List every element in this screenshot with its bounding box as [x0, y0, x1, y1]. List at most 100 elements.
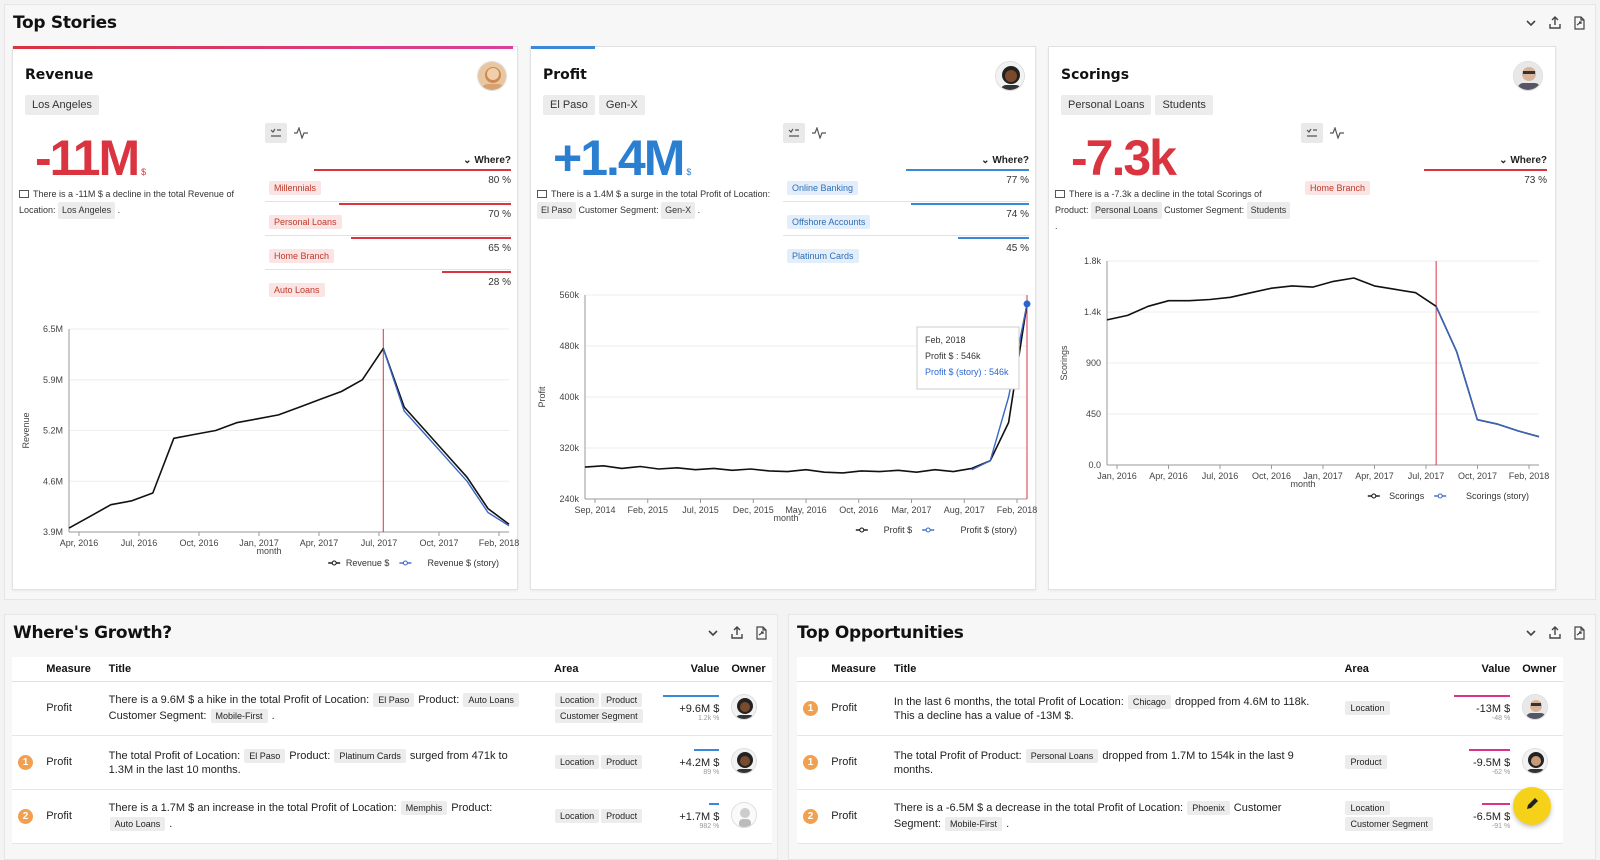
chevron-down-icon[interactable] [705, 625, 721, 641]
filter-chip[interactable]: Gen-X [598, 95, 645, 115]
y-tick-label: 240k [559, 494, 579, 504]
comment-icon [1055, 190, 1065, 198]
avatar[interactable] [1513, 61, 1543, 91]
avatar[interactable] [731, 693, 758, 720]
avatar[interactable] [477, 61, 507, 91]
where-row[interactable]: Millennials 80 % [265, 169, 511, 202]
pulse-icon[interactable] [293, 125, 309, 141]
where-bar [1424, 169, 1547, 171]
filter-chip[interactable]: Los Angeles [25, 95, 99, 115]
value-sub: -48 % [1491, 714, 1511, 722]
y-tick-label: 0.0 [1088, 460, 1101, 470]
column-header[interactable]: Title [102, 657, 549, 682]
column-header[interactable]: Measure [40, 657, 103, 682]
x-tick-label: Jan, 2017 [1303, 471, 1343, 481]
title-cell: The total Profit of Location: El Paso Pr… [102, 735, 549, 790]
x-tick-label: Oct, 2016 [1252, 471, 1291, 481]
where-row[interactable]: Offshore Accounts 74 % [783, 203, 1029, 236]
scorings-chart[interactable]: 0.0 450 900 1.4k 1.8k Jan, 2016 Apr, 2016 Jul, … [1049, 251, 1557, 551]
list-view-icon[interactable] [1301, 123, 1323, 143]
where-bar [442, 271, 511, 273]
area-chip: Product [601, 755, 643, 769]
table-row[interactable]: 1 Profit The total Profit of Location: E… [12, 735, 772, 790]
where-row[interactable]: Online Banking 77 % [783, 169, 1029, 202]
story-card-scorings[interactable]: Scorings Personal Loans Students -7.3k Th… [1048, 46, 1556, 590]
where-row[interactable]: Auto Loans 28 % [265, 271, 511, 304]
value-cell: -6.5M $ -91 % [1447, 789, 1517, 844]
list-view-icon[interactable] [783, 123, 805, 143]
section-actions [705, 625, 769, 641]
tooltip-line: Profit $ : 546k [925, 351, 981, 361]
column-header[interactable]: Owner [1516, 657, 1563, 682]
share-file-icon[interactable] [753, 625, 769, 641]
column-header[interactable]: Value [1447, 657, 1517, 682]
y-tick-label: 320k [559, 443, 579, 453]
avatar[interactable] [731, 747, 758, 774]
list-view-icon[interactable] [265, 123, 287, 143]
avatar[interactable] [1522, 747, 1549, 774]
title-cell: There is a 1.7M $ an increase in the tot… [102, 789, 549, 844]
opportunities-section: Top Opportunities Measure Title Area Val… [788, 614, 1596, 860]
desc-chip: El Paso [537, 202, 577, 219]
revenue-chart[interactable]: 3.9M 4.6M 5.2M 5.9M 6.5M Apr, 2016 Jul, 2016 Oc… [13, 317, 519, 587]
value-cell: +1.7M $982 % [656, 789, 726, 844]
column-header[interactable]: Owner [725, 657, 772, 682]
table-row[interactable]: 2 Profit There is a 1.7M $ an increase i… [12, 789, 772, 844]
growth-table: Measure Title Area Value Owner Profit Th… [12, 657, 772, 844]
where-row[interactable]: Personal Loans 70 % [265, 203, 511, 236]
rank-cell: 1 [797, 681, 826, 736]
where-dropdown[interactable]: ⌄ Where? [1499, 155, 1547, 166]
table-row[interactable]: 2 Profit There is a -6.5M $ a decrease i… [797, 789, 1563, 844]
data-point [1023, 300, 1031, 308]
profit-chart[interactable]: 240k 320k 400k 480k 560k Sep, 2014 Feb, 2015 Ju… [531, 283, 1037, 583]
chevron-down-icon[interactable] [1523, 625, 1539, 641]
table-row[interactable]: Profit There is a 9.6M $ a hike in the t… [12, 681, 772, 736]
where-dropdown[interactable]: ⌄ Where? [981, 155, 1029, 166]
share-file-icon[interactable] [1571, 15, 1587, 31]
area-cell: Product [1338, 735, 1448, 790]
filter-chip[interactable]: Personal Loans [1061, 95, 1152, 115]
story-description: There is a 1.4M $ a surge in the total P… [537, 187, 773, 219]
card-accent-bar [13, 46, 513, 49]
where-dropdown[interactable]: ⌄ Where? [463, 155, 511, 166]
chevron-down-icon[interactable] [1523, 15, 1539, 31]
filter-chip[interactable]: El Paso [543, 95, 595, 115]
upload-icon[interactable] [1547, 625, 1563, 641]
area-cell: Location Product Customer Segment [548, 681, 657, 736]
pulse-icon[interactable] [811, 125, 827, 141]
avatar[interactable] [1522, 693, 1549, 720]
column-header[interactable]: Area [1338, 657, 1448, 682]
edit-fab[interactable] [1513, 787, 1551, 825]
kpi-number: +1.4M [553, 130, 685, 186]
column-header[interactable]: Value [656, 657, 726, 682]
pulse-icon[interactable] [1329, 125, 1345, 141]
area-chip: Location [555, 693, 600, 707]
table-row[interactable]: 1 Profit The total Profit of Product: Pe… [797, 735, 1563, 790]
table-row[interactable]: 1 Profit In the last 6 months, the total… [797, 681, 1563, 736]
value-bar [694, 748, 720, 751]
story-card-profit[interactable]: Profit El Paso Gen-X +1.4M $ There is a 1.… [530, 46, 1037, 590]
y-axis-label: Scorings [1059, 345, 1069, 381]
x-tick-label: Dec, 2015 [733, 505, 774, 515]
x-tick-label: Jan, 2017 [239, 538, 279, 548]
where-row[interactable]: Home Branch 65 % [265, 237, 511, 270]
where-row[interactable]: Platinum Cards 45 % [783, 237, 1029, 270]
upload-icon[interactable] [729, 625, 745, 641]
column-header[interactable]: Area [548, 657, 657, 682]
x-tick-label: Jan, 2016 [1097, 471, 1137, 481]
rank-cell [12, 681, 41, 736]
story-card-revenue[interactable]: Revenue Los Angeles -11M $ There is a -11… [12, 46, 519, 590]
where-row[interactable]: Home Branch 73 % [1301, 169, 1547, 202]
value-sub: -91 % [1491, 822, 1511, 830]
owner-cell [725, 789, 772, 844]
avatar[interactable] [731, 801, 758, 828]
filter-chip[interactable]: Students [1155, 95, 1213, 115]
value-main: +9.6M $ [679, 702, 720, 715]
share-file-icon[interactable] [1571, 625, 1587, 641]
column-header[interactable]: Measure [825, 657, 888, 682]
column-header[interactable]: Title [887, 657, 1339, 682]
measure-cell: Profit [825, 681, 888, 736]
area-chip: Product [1345, 755, 1387, 769]
upload-icon[interactable] [1547, 15, 1563, 31]
avatar[interactable] [995, 61, 1025, 91]
